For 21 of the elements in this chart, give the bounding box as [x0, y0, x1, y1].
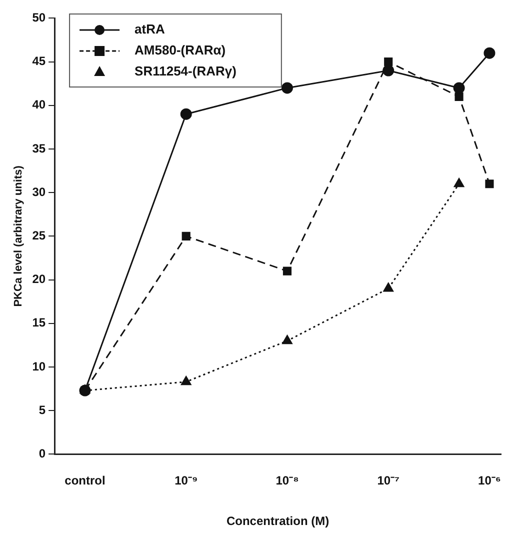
x-axis-title: Concentration (M): [226, 514, 330, 528]
y-tick-label: 10: [32, 359, 46, 374]
y-tick-label: 25: [32, 228, 46, 243]
y-axis-title: PKCa level (arbitrary units): [12, 165, 25, 307]
y-tick-label: 45: [32, 54, 46, 68]
y-tick-label: 35: [32, 141, 46, 156]
legend-label: AM580-(RARα): [134, 42, 226, 58]
x-tick-label: control: [64, 474, 106, 488]
y-tick-label: 15: [32, 316, 46, 330]
x-tick-label: 10⁻⁷: [377, 474, 400, 488]
x-tick-label: 10⁻⁹: [174, 474, 198, 488]
legend-label: SR11254-(RARγ): [134, 64, 236, 79]
y-tick-label: 40: [32, 98, 46, 112]
y-tick-label: 0: [38, 446, 46, 461]
y-tick-label: 20: [32, 272, 46, 286]
y-tick-label: 5: [38, 402, 46, 417]
y-tick-label: 50: [32, 10, 46, 25]
x-tick-label: 10⁻⁶: [478, 474, 501, 488]
y-tick-label: 30: [32, 184, 46, 199]
legend-label: atRA: [134, 22, 166, 37]
x-tick-label: 10⁻⁸: [276, 474, 299, 488]
